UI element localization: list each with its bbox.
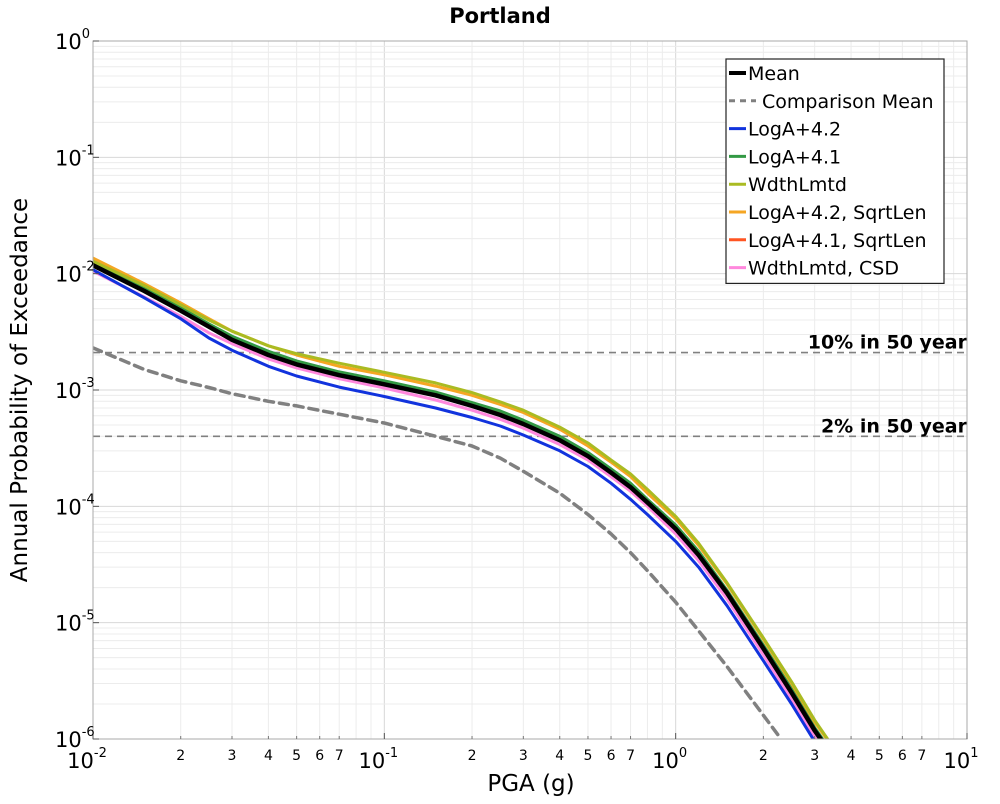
reference-line-label: 10% in 50 year — [808, 332, 968, 354]
series-line-wdthlmtd-csd — [93, 269, 819, 739]
series-line-mean — [93, 263, 824, 739]
x-minor-tick-label: 6 — [607, 748, 616, 764]
x-minor-tick-label: 7 — [335, 748, 344, 764]
legend-entry: Mean — [729, 63, 800, 85]
x-minor-tick-label: 2 — [468, 748, 477, 764]
x-minor-tick-label: 3 — [519, 748, 528, 764]
y-major-tick-label: 10-3 — [55, 376, 95, 403]
legend-entry: Comparison Mean — [729, 91, 934, 113]
x-minor-tick-label: 3 — [810, 748, 819, 764]
x-minor-tick-label: 7 — [917, 748, 926, 764]
x-minor-tick-label: 5 — [875, 748, 884, 764]
legend-label: LogA+4.2, SqrtLen — [748, 202, 927, 224]
legend-label: WdthLmtd — [748, 174, 847, 196]
x-minor-tick-label: 4 — [847, 748, 856, 764]
legend: Mean Comparison Mean LogA+4.2 LogA+4.1 WdthL… — [725, 58, 945, 284]
x-major-tick-label: 101 — [943, 746, 978, 773]
series-lines — [93, 256, 830, 739]
y-axis-label: Annual Probability of Exceedance — [7, 198, 33, 582]
x-minor-tick-label: 4 — [264, 748, 273, 764]
legend-label: LogA+4.2 — [748, 119, 841, 141]
legend-label: WdthLmtd, CSD — [748, 258, 899, 280]
y-axis-ticks: 100 10-1 10-2 10-3 10-4 10-5 10-6 — [55, 27, 99, 752]
x-minor-tick-label: 2 — [176, 748, 185, 764]
y-major-tick-label: 10-6 — [55, 725, 95, 752]
series-line-wdthlmtd — [93, 259, 830, 739]
y-major-tick-label: 100 — [55, 27, 90, 54]
legend-entry: LogA+4.2, SqrtLen — [729, 202, 927, 224]
series-group — [93, 256, 830, 739]
x-major-tick-label: 10-2 — [67, 746, 107, 773]
y-major-tick-label: 10-2 — [55, 260, 95, 287]
legend-entry: LogA+4.1, SqrtLen — [729, 230, 927, 252]
y-major-tick-label: 10-5 — [55, 609, 95, 636]
x-minor-tick-label: 6 — [315, 748, 324, 764]
chart-title: Portland — [449, 4, 551, 28]
legend-entry: WdthLmtd, CSD — [729, 258, 899, 280]
x-minor-tick-label: 5 — [584, 748, 593, 764]
legend-entry: WdthLmtd — [729, 174, 847, 196]
x-minor-tick-label: 7 — [626, 748, 635, 764]
y-major-tick-label: 10-1 — [55, 143, 95, 170]
x-major-tick-label: 100 — [652, 746, 687, 773]
series-line-comparison-mean — [93, 346, 783, 739]
x-minor-tick-label: 3 — [228, 748, 237, 764]
x-major-tick-label: 10-1 — [358, 746, 398, 773]
grid — [92, 41, 967, 740]
y-major-tick-label: 10-4 — [55, 492, 95, 519]
legend-label: LogA+4.1 — [748, 146, 841, 168]
x-minor-tick-label: 4 — [555, 748, 564, 764]
x-minor-tick-label: 2 — [759, 748, 768, 764]
legend-box — [725, 58, 945, 284]
x-minor-tick-label: 5 — [292, 748, 301, 764]
x-axis-label: PGA (g) — [487, 771, 574, 797]
legend-entry: LogA+4.2 — [729, 119, 841, 141]
legend-label: Comparison Mean — [762, 91, 934, 113]
legend-entry: LogA+4.1 — [729, 146, 841, 168]
x-minor-tick-label: 6 — [898, 748, 907, 764]
legend-label: Mean — [748, 63, 800, 85]
legend-label: LogA+4.1, SqrtLen — [748, 230, 927, 252]
series-line-loga-4-2 — [93, 268, 815, 739]
reference-line-label: 2% in 50 year — [821, 415, 968, 437]
